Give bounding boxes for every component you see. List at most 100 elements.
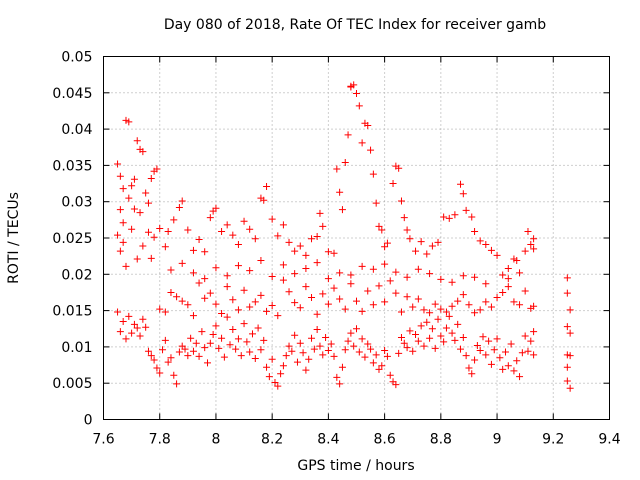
data-point-marker <box>338 363 346 371</box>
data-point-marker <box>336 295 344 303</box>
data-point-marker <box>263 307 271 315</box>
data-point-marker <box>465 364 473 372</box>
data-point-marker <box>327 340 335 348</box>
data-point-marker <box>493 335 501 343</box>
data-point-marker <box>133 137 141 145</box>
data-point-marker <box>330 352 338 360</box>
data-point-marker <box>324 248 332 256</box>
data-point-marker <box>471 273 479 281</box>
data-point-marker <box>116 247 124 255</box>
data-point-marker <box>251 298 259 306</box>
data-point-marker <box>566 329 574 337</box>
data-point-marker <box>302 366 310 374</box>
data-point-marker <box>448 302 456 310</box>
data-point-marker <box>459 190 467 198</box>
data-point-marker <box>234 241 242 249</box>
data-point-marker <box>445 214 453 222</box>
data-point-marker <box>406 327 414 335</box>
data-point-marker <box>414 337 422 345</box>
data-point-marker <box>479 333 487 341</box>
data-point-marker <box>296 242 304 250</box>
data-point-marker <box>291 331 299 339</box>
data-point-marker <box>125 118 133 126</box>
data-point-marker <box>448 329 456 337</box>
data-point-marker <box>530 245 538 253</box>
data-point-marker <box>493 251 501 259</box>
data-point-marker <box>504 275 512 283</box>
data-point-marker <box>147 174 155 182</box>
data-point-marker <box>279 261 287 269</box>
data-point-marker <box>375 222 383 230</box>
data-point-marker <box>527 241 535 249</box>
data-point-marker <box>173 293 181 301</box>
data-point-marker <box>119 317 127 325</box>
data-point-marker <box>195 352 203 360</box>
data-point-marker <box>459 291 467 299</box>
y-tick-label: 0.02 <box>61 267 92 283</box>
data-point-marker <box>516 301 524 309</box>
data-point-marker <box>333 165 341 173</box>
data-point-marker <box>279 362 287 370</box>
x-tick-label: 7.6 <box>92 432 114 448</box>
data-point-marker <box>128 182 136 190</box>
data-point-marker <box>260 196 268 204</box>
data-point-marker <box>485 337 493 345</box>
data-point-marker <box>308 294 316 302</box>
data-point-marker <box>308 235 316 243</box>
x-axis-label: GPS time / hours <box>297 458 414 474</box>
data-point-marker <box>530 235 538 243</box>
data-point-marker <box>353 297 360 305</box>
data-point-marker <box>392 381 400 389</box>
data-point-marker <box>521 247 529 255</box>
data-point-marker <box>142 189 150 197</box>
data-point-marker <box>246 225 254 233</box>
data-point-marker <box>133 255 141 263</box>
data-point-marker <box>201 344 209 352</box>
data-point-marker <box>164 227 172 235</box>
data-point-marker <box>291 247 299 255</box>
data-point-marker <box>400 214 408 222</box>
data-point-marker <box>386 277 394 285</box>
data-point-marker <box>223 283 231 291</box>
data-point-marker <box>358 307 366 315</box>
data-point-marker <box>147 254 155 262</box>
data-point-marker <box>513 357 521 365</box>
data-point-marker <box>454 297 462 305</box>
data-point-marker <box>322 333 330 341</box>
data-point-marker <box>490 346 498 354</box>
data-point-marker <box>392 289 400 297</box>
data-point-marker <box>482 351 490 359</box>
data-point-marker <box>128 329 136 337</box>
data-point-marker <box>499 271 507 279</box>
data-point-marker <box>319 351 327 359</box>
data-point-marker <box>178 297 186 305</box>
data-point-marker <box>212 300 220 308</box>
data-point-marker <box>167 354 175 362</box>
data-point-marker <box>417 238 425 246</box>
data-point-marker <box>521 332 529 340</box>
data-point-marker <box>367 345 375 353</box>
data-point-marker <box>459 333 467 341</box>
data-point-marker <box>201 248 209 256</box>
data-point-marker <box>139 315 147 323</box>
data-point-marker <box>530 328 538 336</box>
data-point-marker <box>282 352 290 360</box>
data-point-marker <box>510 298 518 306</box>
data-point-marker <box>358 262 366 270</box>
data-point-marker <box>130 175 138 183</box>
data-point-marker <box>223 272 231 280</box>
data-point-marker <box>246 303 254 311</box>
data-point-marker <box>206 339 214 347</box>
data-point-marker <box>170 216 178 224</box>
data-point-marker <box>448 278 456 286</box>
data-point-marker <box>189 246 197 254</box>
data-point-marker <box>316 342 324 350</box>
data-point-marker <box>355 348 363 356</box>
data-point-marker <box>254 324 262 332</box>
data-point-marker <box>136 332 144 340</box>
data-point-marker <box>442 308 450 316</box>
x-tick-label: 9.4 <box>598 432 620 448</box>
data-point-marker <box>184 301 192 309</box>
data-point-marker <box>220 353 228 361</box>
data-point-marker <box>428 242 436 250</box>
